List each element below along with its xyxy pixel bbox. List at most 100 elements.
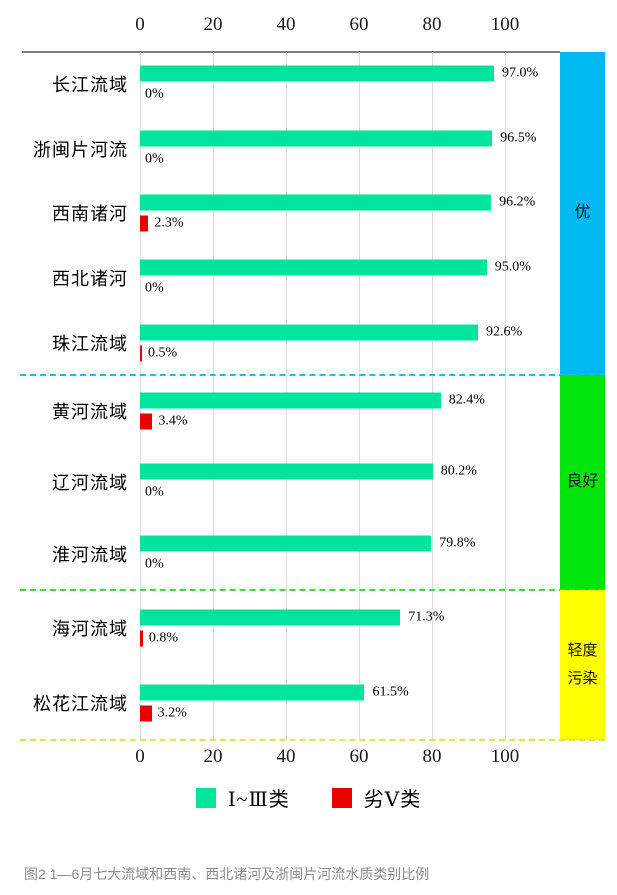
x-axis-bottom-tick-label: 100: [490, 746, 520, 767]
x-axis-bottom-tick-label: 20: [203, 746, 223, 767]
bad-value-label: 0.5%: [148, 345, 178, 361]
bad-bar: [140, 345, 142, 362]
good-value-label: 80.2%: [440, 463, 477, 479]
good-value-label: 82.4%: [448, 392, 485, 408]
legend-item: Ⅰ~Ⅲ类: [195, 783, 290, 812]
river-name: 长江流域: [52, 75, 128, 96]
good-value-label: 96.2%: [499, 194, 536, 210]
good-bar-line: 95.0%: [140, 259, 531, 276]
bad-bar-line: 0%: [140, 485, 477, 501]
bar-lines: 96.5% 0%: [140, 130, 536, 167]
x-axis-top-tick-label: 100: [490, 14, 520, 35]
quality-band-label: 优: [574, 204, 591, 222]
bad-bar-line: 0%: [140, 87, 538, 103]
bad-bar: [140, 630, 143, 646]
river-row: 辽河流域 80.2% 0%: [0, 447, 617, 519]
legend-swatch: [195, 787, 216, 808]
bad-bar-line: 3.2%: [140, 705, 409, 721]
bar-lines: 96.2% 2.3%: [140, 194, 536, 232]
good-bar: [140, 259, 487, 276]
quality-band-label: 轻度污染: [567, 642, 598, 688]
good-value-label: 92.6%: [485, 324, 523, 340]
legend-label: Ⅰ~Ⅲ类: [227, 789, 290, 811]
bad-bar: [140, 413, 153, 430]
good-bar-line: 82.4%: [140, 392, 485, 409]
bar-lines: 95.0% 0%: [140, 259, 531, 297]
bad-value-label: 0%: [145, 556, 164, 572]
bad-value-label: 3.2%: [157, 705, 187, 720]
good-bar: [140, 65, 495, 82]
bad-value-label: 0%: [145, 484, 164, 500]
bar-lines: 92.6% 0.5%: [140, 324, 523, 362]
bad-bar-line: 0.5%: [140, 345, 522, 362]
bar-lines: 71.3% 0.8%: [140, 609, 444, 646]
good-bar-line: 80.2%: [140, 463, 477, 480]
good-bar: [140, 463, 433, 480]
river-name: 黄河流域: [52, 401, 128, 422]
quality-band-segment: 良好: [560, 375, 605, 590]
river-name: 海河流域: [52, 618, 128, 639]
river-name: 辽河流域: [52, 473, 128, 494]
section-divider: [20, 739, 605, 741]
bar-lines: 61.5% 3.2%: [140, 684, 409, 721]
figure-caption: 图2 1—6月七大流域和西南、西北诸河及浙闽片河流水质类别比例: [24, 866, 430, 882]
good-bar-line: 96.5%: [140, 130, 537, 147]
quality-band-segment: 优: [560, 52, 605, 375]
bar-lines: 79.8% 0%: [140, 535, 475, 573]
section-divider: [20, 374, 605, 376]
x-axis-bottom-tick-label: 40: [276, 746, 296, 767]
section-divider: [20, 589, 605, 591]
x-axis-bottom-tick-label: 80: [422, 746, 442, 767]
river-row: 海河流域 71.3% 0.8%: [0, 590, 617, 665]
river-name: 珠江流域: [52, 333, 128, 354]
bad-value-label: 0%: [145, 86, 164, 102]
river-name: 淮河流域: [52, 545, 128, 566]
good-value-label: 71.3%: [408, 609, 445, 624]
x-axis-top-tick-label: 80: [422, 14, 442, 35]
river-name: 西南诸河: [52, 204, 128, 225]
good-bar: [140, 392, 441, 409]
x-axis-bottom-tick-label: 60: [349, 746, 369, 767]
good-bar-line: 79.8%: [140, 535, 475, 552]
legend: Ⅰ~Ⅲ类 劣Ⅴ类: [0, 783, 617, 812]
bad-value-label: 3.4%: [158, 413, 188, 429]
x-axis-bottom-tick-label: 0: [135, 746, 145, 767]
good-bar-line: 96.2%: [140, 194, 536, 211]
river-row: 西南诸河 96.2% 2.3%: [0, 181, 617, 246]
bad-value-label: 2.3%: [154, 215, 184, 231]
good-value-label: 96.5%: [500, 130, 537, 146]
bad-bar-line: 0%: [140, 557, 475, 573]
x-axis-top-tick-label: 40: [276, 14, 296, 35]
bar-lines: 97.0% 0%: [140, 65, 539, 103]
good-value-label: 97.0%: [502, 65, 539, 81]
good-bar: [140, 324, 478, 341]
bad-value-label: 0.8%: [148, 630, 179, 645]
legend-label: 劣Ⅴ类: [363, 789, 422, 811]
good-bar: [140, 609, 401, 625]
bad-bar-line: 0%: [140, 151, 536, 167]
bad-bar-line: 0.8%: [140, 630, 444, 646]
bad-bar-line: 3.4%: [140, 413, 485, 430]
good-bar: [140, 684, 365, 700]
legend-swatch: [331, 787, 352, 808]
good-bar-line: 92.6%: [140, 324, 523, 341]
quality-band-segment: 轻度污染: [560, 590, 605, 740]
good-bar: [140, 194, 492, 211]
river-row: 淮河流域 79.8% 0%: [0, 518, 617, 590]
river-row: 西北诸河 95.0% 0%: [0, 246, 617, 311]
good-value-label: 61.5%: [372, 684, 409, 699]
river-name: 西北诸河: [52, 269, 128, 290]
good-value-label: 95.0%: [494, 259, 531, 275]
legend-item: 劣Ⅴ类: [331, 783, 422, 812]
bad-value-label: 0%: [145, 280, 164, 296]
x-axis-top-tick-label: 60: [349, 14, 369, 35]
bar-lines: 82.4% 3.4%: [140, 392, 485, 430]
bad-bar-line: 0%: [140, 281, 531, 297]
river-row: 浙闽片河流 96.5% 0%: [0, 117, 617, 182]
good-bar-line: 71.3%: [140, 609, 444, 625]
river-row: 长江流域 97.0% 0%: [0, 52, 617, 117]
quality-band-label: 良好: [566, 473, 599, 491]
bad-bar: [140, 705, 152, 721]
bar-lines: 80.2% 0%: [140, 463, 477, 501]
